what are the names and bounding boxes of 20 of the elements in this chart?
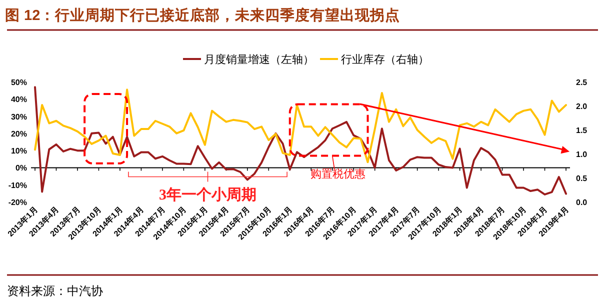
y-tick-label: 50% — [10, 78, 27, 87]
y-tick-label: 0% — [15, 164, 27, 173]
legend-label: 行业库存（右轴） — [341, 53, 429, 66]
y2-tick-label: 1.0 — [576, 150, 588, 159]
y2-tick-label: 0.0 — [576, 198, 588, 207]
title: 图 12：行业周期下行已接近底部，未来四季度有望出现拐点 — [5, 8, 400, 24]
y2-tick-label: 1.5 — [576, 126, 588, 135]
legend-label: 月度销量增速（左轴） — [204, 53, 314, 66]
y-tick-label: 40% — [10, 95, 27, 104]
y-tick-label: 30% — [10, 112, 27, 122]
annotation: 3年一个小周期 — [159, 186, 256, 204]
y2-tick-label: 2.0 — [576, 102, 588, 111]
y-tick-label: 20% — [10, 129, 27, 138]
y2-tick-label: 2.5 — [576, 78, 588, 87]
annotation: 购置税优惠 — [310, 168, 366, 181]
y2-tick-label: 0.5 — [576, 174, 588, 183]
y-tick-label: -10% — [8, 180, 27, 190]
y-tick-label: -20% — [8, 198, 27, 207]
y-tick-label: 10% — [10, 146, 27, 156]
text: 资料来源：中汽协 — [7, 284, 103, 298]
